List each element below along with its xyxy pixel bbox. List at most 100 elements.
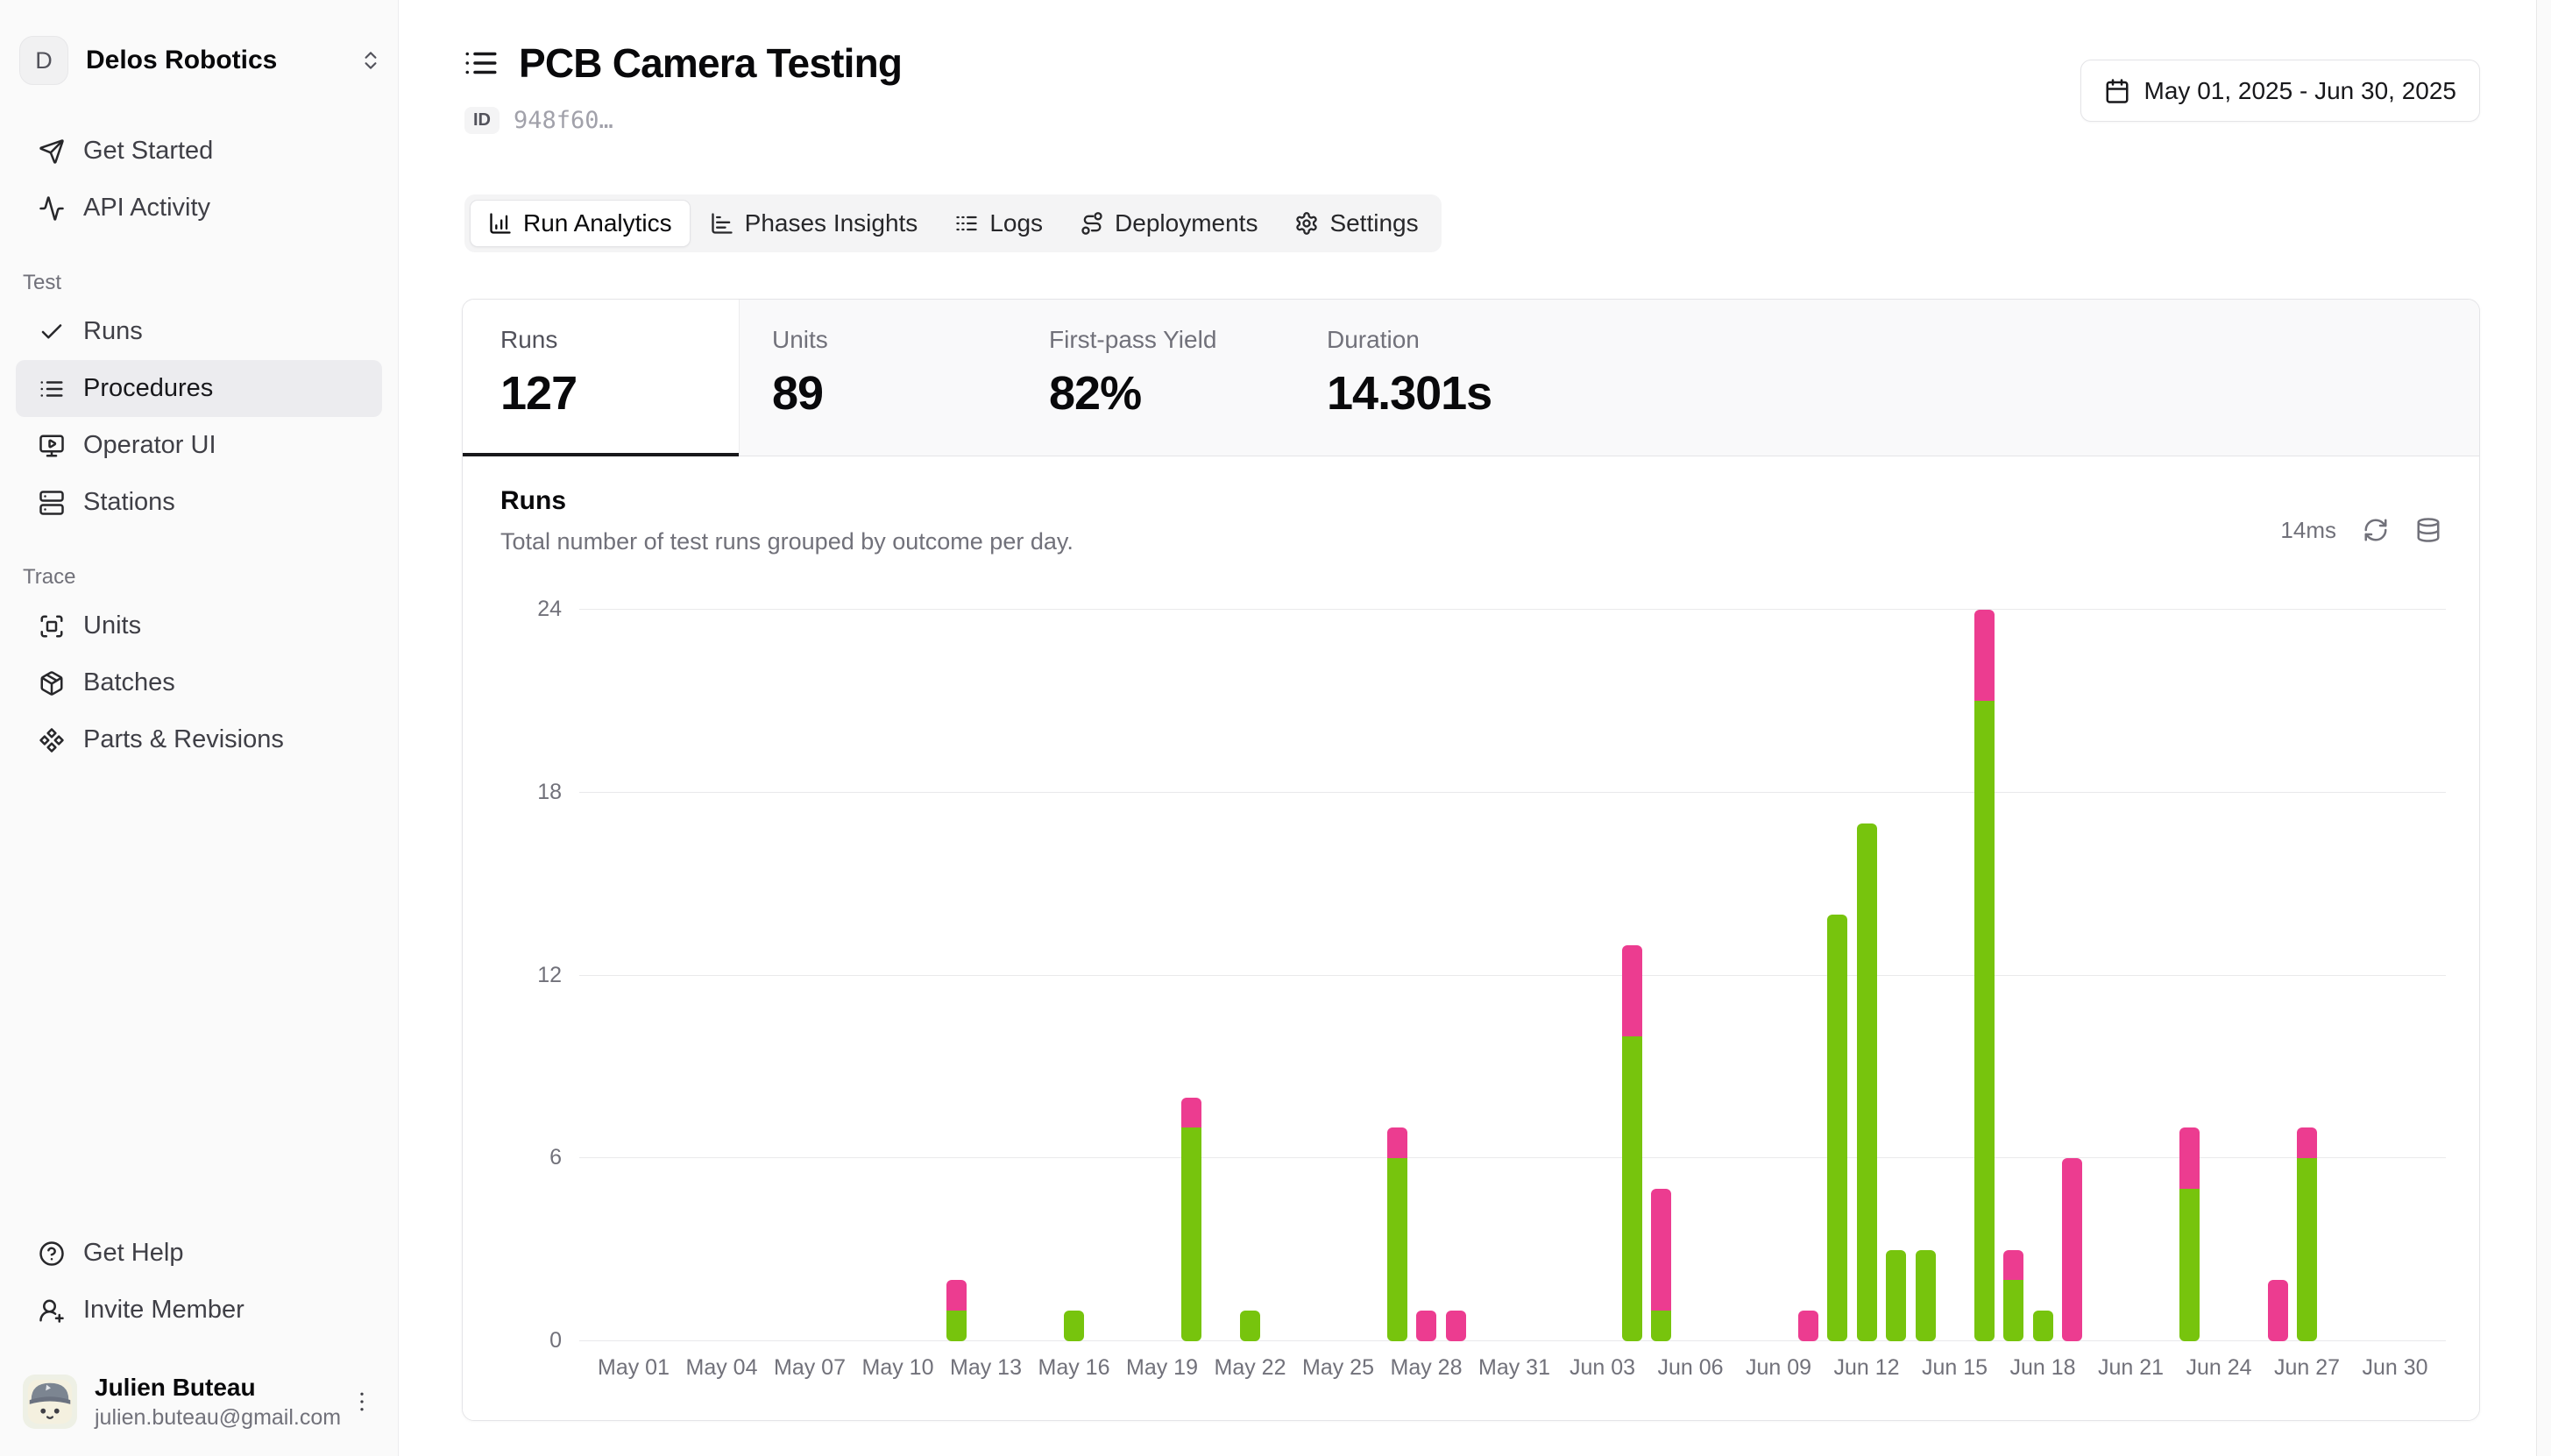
- bar-may-16[interactable]: [1064, 1311, 1084, 1341]
- server-icon: [39, 490, 65, 516]
- sidebar-item-parts-revisions[interactable]: Parts & Revisions: [16, 711, 382, 768]
- bar-segment-passed: [1886, 1249, 1906, 1341]
- sidebar-item-batches[interactable]: Batches: [16, 654, 382, 711]
- user-name: Julien Buteau: [95, 1373, 256, 1401]
- bar-jun-17[interactable]: [2003, 1249, 2023, 1341]
- bar-segment-failed: [1445, 1311, 1466, 1341]
- stat-value: 127: [500, 367, 578, 420]
- sidebar-nav: Get Started API Activity Test Runs Procedure…: [0, 123, 398, 768]
- main-content: PCB Camera Testing ID 948f60… May 01, 20…: [400, 0, 2551, 1456]
- tab-logs[interactable]: Logs: [937, 200, 1060, 247]
- ellipsis-vertical-icon[interactable]: [349, 1389, 375, 1415]
- bar-jun-13[interactable]: [1886, 1249, 1906, 1341]
- user-plus-icon: [39, 1297, 65, 1324]
- bar-jun-05[interactable]: [1651, 1189, 1671, 1341]
- bar-may-20[interactable]: [1181, 1097, 1201, 1341]
- sidebar-item-label: Batches: [83, 668, 175, 696]
- x-axis-tick: Jun 12: [1833, 1355, 1900, 1380]
- sidebar-item-operator-ui[interactable]: Operator UI: [16, 417, 382, 474]
- bar-jun-16[interactable]: [1973, 610, 1995, 1341]
- sidebar-item-procedures[interactable]: Procedures: [16, 360, 382, 417]
- stat-units[interactable]: Units 89: [740, 300, 1017, 456]
- bar-segment-passed: [1827, 914, 1847, 1341]
- sidebar-item-label: Runs: [83, 317, 143, 345]
- stat-duration[interactable]: Duration 14.301s: [1294, 300, 2479, 456]
- tab-deployments[interactable]: Deployments: [1062, 200, 1275, 247]
- stat-value: 14.301s: [1327, 367, 1492, 420]
- sidebar-bottom: Get Help Invite Member Julien Buteau: [0, 1225, 398, 1456]
- org-name: Delos Robotics: [86, 46, 278, 74]
- stat-first-pass-yield[interactable]: First-pass Yield 82%: [1017, 300, 1294, 456]
- scrollbar-track[interactable]: [2536, 0, 2551, 1456]
- bar-jun-14[interactable]: [1915, 1249, 1936, 1341]
- id-value: 948f60…: [514, 107, 613, 134]
- query-latency: 14ms: [2280, 516, 2336, 543]
- bar-may-12[interactable]: [946, 1280, 967, 1341]
- sidebar-item-invite-member[interactable]: Invite Member: [16, 1282, 382, 1339]
- stat-runs[interactable]: Runs 127: [463, 300, 740, 456]
- date-range-button[interactable]: May 01, 2025 - Jun 30, 2025: [2080, 60, 2480, 122]
- user-menu-row[interactable]: Julien Buteau julien.buteau@gmail.com: [16, 1360, 382, 1444]
- x-axis-tick: May 01: [598, 1355, 670, 1380]
- sidebar-item-label: Invite Member: [83, 1296, 244, 1324]
- bar-jun-10[interactable]: [1797, 1311, 1818, 1341]
- x-axis-tick: Jun 21: [2097, 1355, 2165, 1380]
- bar-segment-passed: [1064, 1311, 1084, 1341]
- bar-jun-19[interactable]: [2062, 1158, 2082, 1341]
- sidebar-item-stations[interactable]: Stations: [16, 474, 382, 531]
- tab-settings[interactable]: Settings: [1277, 200, 1435, 247]
- bar-jun-11[interactable]: [1827, 914, 1847, 1341]
- bar-segment-passed: [1621, 1036, 1642, 1341]
- bar-chart-plot: 0 6 12 18 24 May 01 May 04 May 07 May 10 May 13 Ma…: [537, 597, 2446, 1380]
- gridline-y0: [579, 1340, 2446, 1341]
- send-icon: [39, 138, 65, 165]
- gridline-y12: [579, 974, 2446, 976]
- x-axis-tick: May 31: [1478, 1355, 1550, 1380]
- sidebar-item-label: Get Started: [83, 137, 214, 165]
- sidebar-item-get-help[interactable]: Get Help: [16, 1225, 382, 1282]
- check-icon: [39, 319, 65, 345]
- chart-column-icon: [488, 211, 513, 236]
- bar-jun-04[interactable]: [1621, 944, 1642, 1341]
- refresh-icon[interactable]: [2363, 517, 2389, 543]
- monitor-play-icon: [39, 433, 65, 459]
- bar-may-22[interactable]: [1240, 1311, 1260, 1341]
- sidebar-item-units[interactable]: Units: [16, 597, 382, 654]
- database-icon[interactable]: [2415, 517, 2441, 543]
- y-axis-tick: 24: [537, 597, 562, 621]
- bar-segment-passed: [946, 1311, 967, 1341]
- bar-segment-passed: [2003, 1280, 2023, 1341]
- bar-may-28[interactable]: [1416, 1311, 1436, 1341]
- bar-segment-failed: [2179, 1127, 2200, 1190]
- tab-label: Deployments: [1115, 209, 1258, 237]
- bar-segment-passed: [2179, 1189, 2200, 1341]
- bar-segment-failed: [2003, 1249, 2023, 1281]
- bar-segment-passed: [1181, 1127, 1201, 1341]
- stat-label: First-pass Yield: [1049, 326, 1217, 353]
- bar-jun-23[interactable]: [2179, 1127, 2200, 1341]
- org-avatar: D: [19, 36, 68, 85]
- sidebar: D Delos Robotics Get Started API Activity…: [0, 0, 399, 1456]
- tab-run-analytics[interactable]: Run Analytics: [470, 200, 691, 247]
- bar-jun-12[interactable]: [1856, 823, 1877, 1341]
- bar-jun-27[interactable]: [2297, 1127, 2317, 1341]
- active-stat-underline: [463, 453, 739, 456]
- bar-may-29[interactable]: [1445, 1311, 1466, 1341]
- bar-may-27[interactable]: [1386, 1127, 1407, 1341]
- sidebar-item-api-activity[interactable]: API Activity: [16, 180, 382, 237]
- circle-help-icon: [39, 1240, 65, 1267]
- sidebar-item-runs[interactable]: Runs: [16, 303, 382, 360]
- user-email: julien.buteau@gmail.com: [95, 1404, 342, 1430]
- bar-segment-passed: [1651, 1311, 1671, 1341]
- tab-phases-insights[interactable]: Phases Insights: [692, 200, 936, 247]
- bar-jun-18[interactable]: [2032, 1311, 2053, 1341]
- component-icon: [39, 727, 65, 753]
- x-axis-tick: May 25: [1302, 1355, 1374, 1380]
- procedure-id[interactable]: ID 948f60…: [464, 107, 613, 134]
- org-switcher[interactable]: D Delos Robotics: [16, 33, 386, 88]
- bar-jun-26[interactable]: [2267, 1280, 2288, 1341]
- bar-segment-failed: [2297, 1127, 2317, 1159]
- sidebar-item-get-started[interactable]: Get Started: [16, 123, 382, 180]
- y-axis-tick: 6: [549, 1145, 562, 1170]
- sidebar-section-test: Test: [23, 271, 62, 294]
